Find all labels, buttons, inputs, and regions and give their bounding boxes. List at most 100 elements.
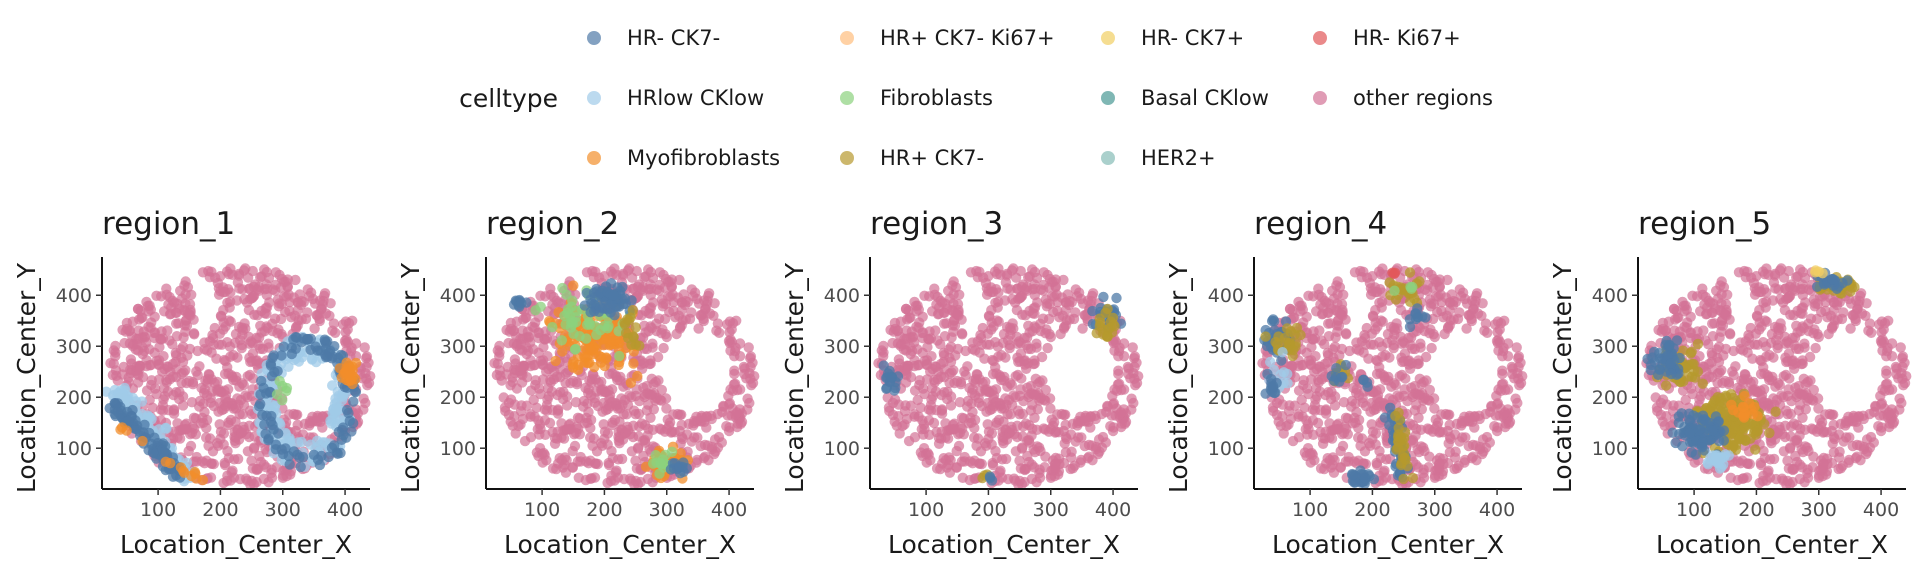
scatter-point [969,422,980,434]
scatter-point [1297,359,1309,371]
scatter-point [277,470,289,481]
scatter-point [602,428,614,439]
scatter-point [127,316,138,327]
scatter-point [1094,313,1105,324]
scatter-point [952,375,963,387]
scatter-point [267,318,278,329]
scatter-point [1694,351,1705,362]
scatter-point [239,318,250,329]
scatter-point [225,263,236,274]
scatter-point [1471,455,1482,466]
scatter-point [569,344,581,355]
scatter-point [184,375,195,387]
scatter-point [977,377,988,389]
scatter-point [617,270,629,281]
scatter-point [1415,338,1426,349]
scatter-point [165,308,177,319]
panel-title: region_1 [102,206,235,242]
scatter-point [521,400,532,411]
scatter-point [551,371,563,382]
scatter-point [312,412,323,423]
scatter-point [112,407,124,418]
scatter-point [698,313,709,325]
scatter-point [112,398,123,409]
scatter-point [1036,351,1048,363]
scatter-point [1034,376,1045,388]
panel-title: region_5 [1638,206,1771,242]
scatter-point [1006,379,1017,391]
scatter-point [1413,412,1424,423]
scatter-point [644,389,655,400]
scatter-point [123,415,134,427]
scatter-point [1298,375,1309,386]
scatter-point [146,438,157,450]
scatter-point [225,296,236,307]
scatter-point [567,362,579,373]
scatter-point [1881,365,1892,376]
scatter-point [974,458,985,469]
x-tick-label: 200 [202,499,238,521]
scatter-point [1426,269,1437,281]
scatter-point [237,284,248,295]
scatter-point [926,351,937,362]
scatter-point [1004,342,1015,354]
scatter-point [609,263,620,274]
scatter-point [180,276,191,287]
scatter-point [292,419,303,431]
scatter-point [648,404,659,415]
scatter-point [671,328,682,340]
scatter-point [158,383,170,394]
scatter-point [1397,356,1408,368]
scatter-point [1013,356,1024,368]
legend-key [840,151,854,165]
scatter-point [1510,393,1521,404]
scatter-point [587,440,598,451]
scatter-point [652,351,664,363]
scatter-point [654,468,665,479]
scatter-point [986,428,998,439]
scatter-point [345,372,356,383]
scatter-points [1257,263,1528,490]
scatter-point [993,263,1004,274]
scatter-point [162,325,173,336]
scatter-point [1299,402,1310,413]
legend-key [840,91,854,105]
scatter-point [530,305,541,316]
scatter-point [1061,433,1072,445]
scatter-point [107,369,119,381]
scatter-point [1265,356,1276,368]
scatter-point [1492,327,1503,338]
x-tick-label: 200 [586,499,622,521]
scatter-point [359,342,370,353]
scatter-point [233,270,245,281]
scatter-point [656,395,667,406]
scatter-point [990,396,1002,408]
scatter-point [119,382,130,394]
scatter-point [1399,440,1410,451]
scatter-point [606,445,617,457]
scatter-point [1420,351,1432,363]
scatter-point [167,358,179,370]
scatter-point [574,413,585,424]
scatter-point [158,351,169,362]
scatter-point [1445,433,1456,445]
scatter-point [319,334,330,345]
scatter-point [1320,404,1332,415]
scatter-point [1313,283,1324,294]
scatter-point [1024,271,1035,282]
scatter-point [517,369,528,381]
scatter-point [203,440,214,451]
scatter-point [273,428,284,439]
scatter-point [1287,305,1298,316]
scatter-point [1480,318,1492,329]
scatter-point [1011,304,1023,316]
scatter-point [878,340,889,352]
scatter-point [1442,274,1453,286]
scatter-point [266,472,278,483]
y-tick-label: 400 [1208,285,1244,307]
scatter-point [159,391,170,402]
scatter-point [165,458,176,469]
scatter-point [330,327,341,338]
scatter-point [1060,419,1071,431]
scatter-point [1444,305,1455,316]
